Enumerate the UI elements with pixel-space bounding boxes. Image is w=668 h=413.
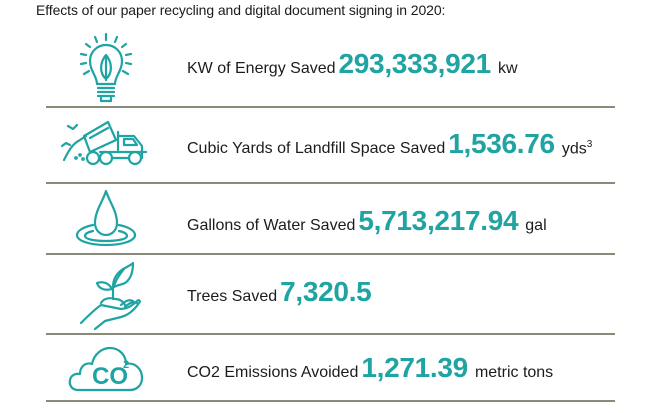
metric-label: Cubic Yards of Landfill Space Saved: [187, 140, 446, 157]
metric-value: 7,320.5: [280, 276, 372, 307]
dump-truck-icon: [46, 110, 166, 178]
divider: [46, 182, 615, 184]
metric-unit: kw: [497, 60, 518, 77]
lightbulb-leaf-icon: [46, 30, 166, 104]
divider: [46, 333, 615, 335]
hand-sprout-icon: [46, 256, 166, 332]
metric-value: 293,333,921: [338, 48, 492, 79]
metric-row-trees: Trees Saved 7,320.5: [187, 276, 372, 308]
metric-value: 1,536.76: [448, 128, 555, 159]
page-title: Effects of our paper recycling and digit…: [36, 2, 446, 18]
water-drop-icon: [46, 186, 166, 250]
divider: [46, 400, 615, 402]
divider: [46, 106, 615, 108]
metric-row-co2: CO2 Emissions Avoided 1,271.39 metric to…: [187, 352, 553, 384]
metric-value: 1,271.39: [361, 352, 468, 383]
metric-row-landfill: Cubic Yards of Landfill Space Saved 1,53…: [187, 128, 592, 160]
svg-text:CO: CO: [92, 363, 128, 390]
metric-value: 5,713,217.94: [358, 205, 519, 236]
metric-label: Gallons of Water Saved: [187, 217, 356, 234]
metric-unit: gal: [525, 217, 547, 234]
metric-unit: metric tons: [474, 364, 554, 381]
metric-label: Trees Saved: [187, 288, 278, 305]
metric-row-energy: KW of Energy Saved 293,333,921 kw: [187, 48, 518, 80]
metric-row-water: Gallons of Water Saved 5,713,217.94 gal: [187, 205, 547, 237]
co2-cloud-icon: CO 2: [46, 338, 166, 398]
svg-text:2: 2: [123, 359, 129, 371]
divider: [46, 253, 615, 255]
metric-unit: yds3: [561, 138, 593, 157]
metric-label: KW of Energy Saved: [187, 60, 336, 77]
metric-label: CO2 Emissions Avoided: [187, 364, 359, 381]
